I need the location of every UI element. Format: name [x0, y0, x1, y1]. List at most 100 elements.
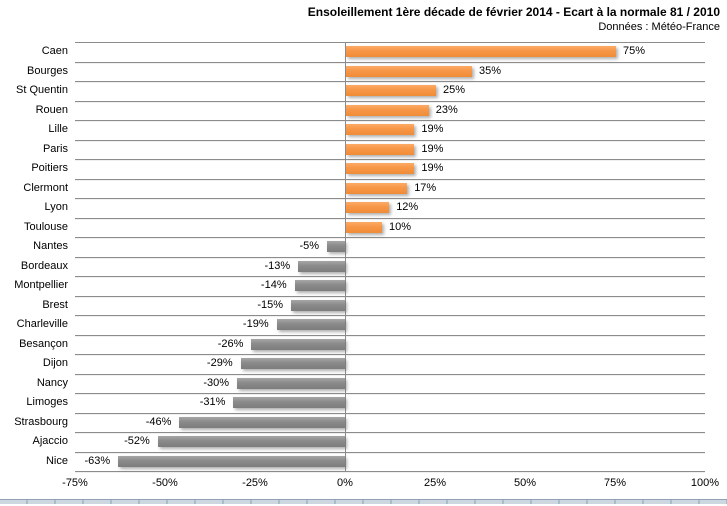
- x-tick-label: 100%: [690, 477, 720, 489]
- category-label: Nantes: [33, 240, 68, 252]
- x-tick-label: 0%: [337, 477, 353, 489]
- gridline-row: [75, 61, 705, 83]
- value-label: 19%: [421, 123, 444, 135]
- category-label: Brest: [42, 298, 68, 311]
- value-label: 19%: [421, 142, 444, 155]
- bar-charleville: [276, 319, 345, 331]
- value-label: -13%: [264, 259, 291, 272]
- value-label: -14%: [260, 279, 287, 291]
- bar-ajaccio: [157, 436, 345, 448]
- bar-nice: [118, 455, 345, 467]
- category-label: Charleville: [16, 318, 68, 330]
- category-label: Nancy: [36, 376, 68, 389]
- category-label: Ajaccio: [32, 435, 68, 447]
- x-tick-label: 50%: [513, 477, 537, 489]
- category-label: Poitiers: [31, 162, 68, 174]
- value-label: 35%: [479, 64, 502, 77]
- category-label: Limoges: [26, 396, 68, 408]
- gridline-row: [75, 139, 705, 161]
- gridline-row: [75, 432, 705, 453]
- chart-header: Ensoleillement 1ère décade de février 20…: [308, 5, 720, 35]
- category-label: Strasbourg: [14, 415, 68, 428]
- x-tick-label: -75%: [62, 477, 88, 489]
- bar-rouen: [346, 104, 429, 116]
- bar-bourges: [346, 65, 472, 77]
- value-label: 10%: [389, 220, 412, 233]
- bar-dijon: [240, 358, 345, 370]
- chart-title: Ensoleillement 1ère décade de février 20…: [307, 5, 720, 19]
- category-label: Paris: [42, 142, 68, 155]
- gridline-row: [75, 159, 705, 180]
- value-label: 19%: [421, 162, 444, 174]
- category-label: Dijon: [42, 357, 68, 369]
- value-label: -19%: [242, 318, 269, 330]
- value-label: -31%: [199, 396, 226, 408]
- gridline-row: [75, 315, 705, 336]
- category-label: Toulouse: [23, 220, 68, 233]
- gridline-row: [75, 295, 705, 317]
- category-label: Lyon: [44, 201, 68, 213]
- gridline-row: [75, 42, 705, 63]
- gridline-row: [75, 451, 705, 473]
- value-label: 25%: [443, 84, 466, 96]
- gridline-row: [75, 334, 705, 356]
- category-label: Nice: [45, 454, 68, 467]
- gridline-row: [75, 198, 705, 219]
- value-label: 75%: [623, 45, 646, 57]
- value-label: -52%: [124, 435, 150, 447]
- value-label: -29%: [206, 357, 233, 369]
- value-label: -46%: [145, 415, 172, 428]
- gridline-row: [75, 120, 705, 141]
- gridline-row: [75, 256, 705, 278]
- x-tick-label: 75%: [603, 477, 627, 489]
- gridline-row: [75, 217, 705, 239]
- x-tick-label: -25%: [242, 477, 268, 489]
- bar-nancy: [237, 377, 345, 389]
- bar-nantes: [327, 241, 345, 253]
- gridline-row: [75, 354, 705, 375]
- gridline-row: [75, 276, 705, 297]
- value-label: 17%: [414, 181, 437, 194]
- value-label: -63%: [84, 454, 111, 467]
- gridline-row: [75, 81, 705, 102]
- bar-poitiers: [346, 163, 415, 175]
- bar-caen: [346, 46, 616, 58]
- gridline-row: [75, 178, 705, 200]
- category-label: Bordeaux: [20, 259, 68, 272]
- value-label: -26%: [217, 337, 244, 350]
- chart-subtitle: Données : Météo-France: [598, 21, 720, 33]
- category-label: Clermont: [23, 181, 68, 194]
- bar-besan-on: [251, 338, 345, 350]
- plot-area: 75% 35% 25% 23% 19% 19% 19% 17% 12% 10% -5% -13% -14…: [75, 42, 705, 472]
- gridline-row: [75, 412, 705, 434]
- bar-strasbourg: [179, 416, 345, 428]
- bar-lille: [346, 124, 415, 136]
- bar-paris: [346, 143, 415, 155]
- x-tick-label: -50%: [152, 477, 178, 489]
- bar-clermont: [346, 182, 408, 194]
- zero-axis-line: [345, 42, 346, 471]
- x-tick-label: 25%: [423, 477, 447, 489]
- value-label: 12%: [396, 201, 419, 213]
- value-label: -30%: [203, 376, 229, 389]
- category-label: Bourges: [27, 64, 68, 77]
- bar-lyon: [346, 202, 390, 214]
- bar-brest: [291, 299, 345, 311]
- bar-montpellier: [294, 280, 345, 292]
- gridline-row: [75, 393, 705, 414]
- category-label: Besançon: [19, 337, 68, 350]
- bar-toulouse: [346, 221, 382, 233]
- bar-st-quentin: [346, 85, 436, 97]
- category-label: Montpellier: [14, 279, 68, 291]
- bottom-edge-divider: [0, 499, 727, 504]
- category-label: Lille: [48, 123, 68, 135]
- category-label: Caen: [41, 45, 68, 57]
- value-label: 23%: [435, 103, 458, 116]
- category-label: Rouen: [35, 103, 68, 116]
- value-label: -5%: [299, 240, 319, 252]
- value-label: -15%: [257, 298, 283, 311]
- bar-limoges: [233, 397, 345, 409]
- gridline-row: [75, 373, 705, 395]
- gridline-row: [75, 100, 705, 122]
